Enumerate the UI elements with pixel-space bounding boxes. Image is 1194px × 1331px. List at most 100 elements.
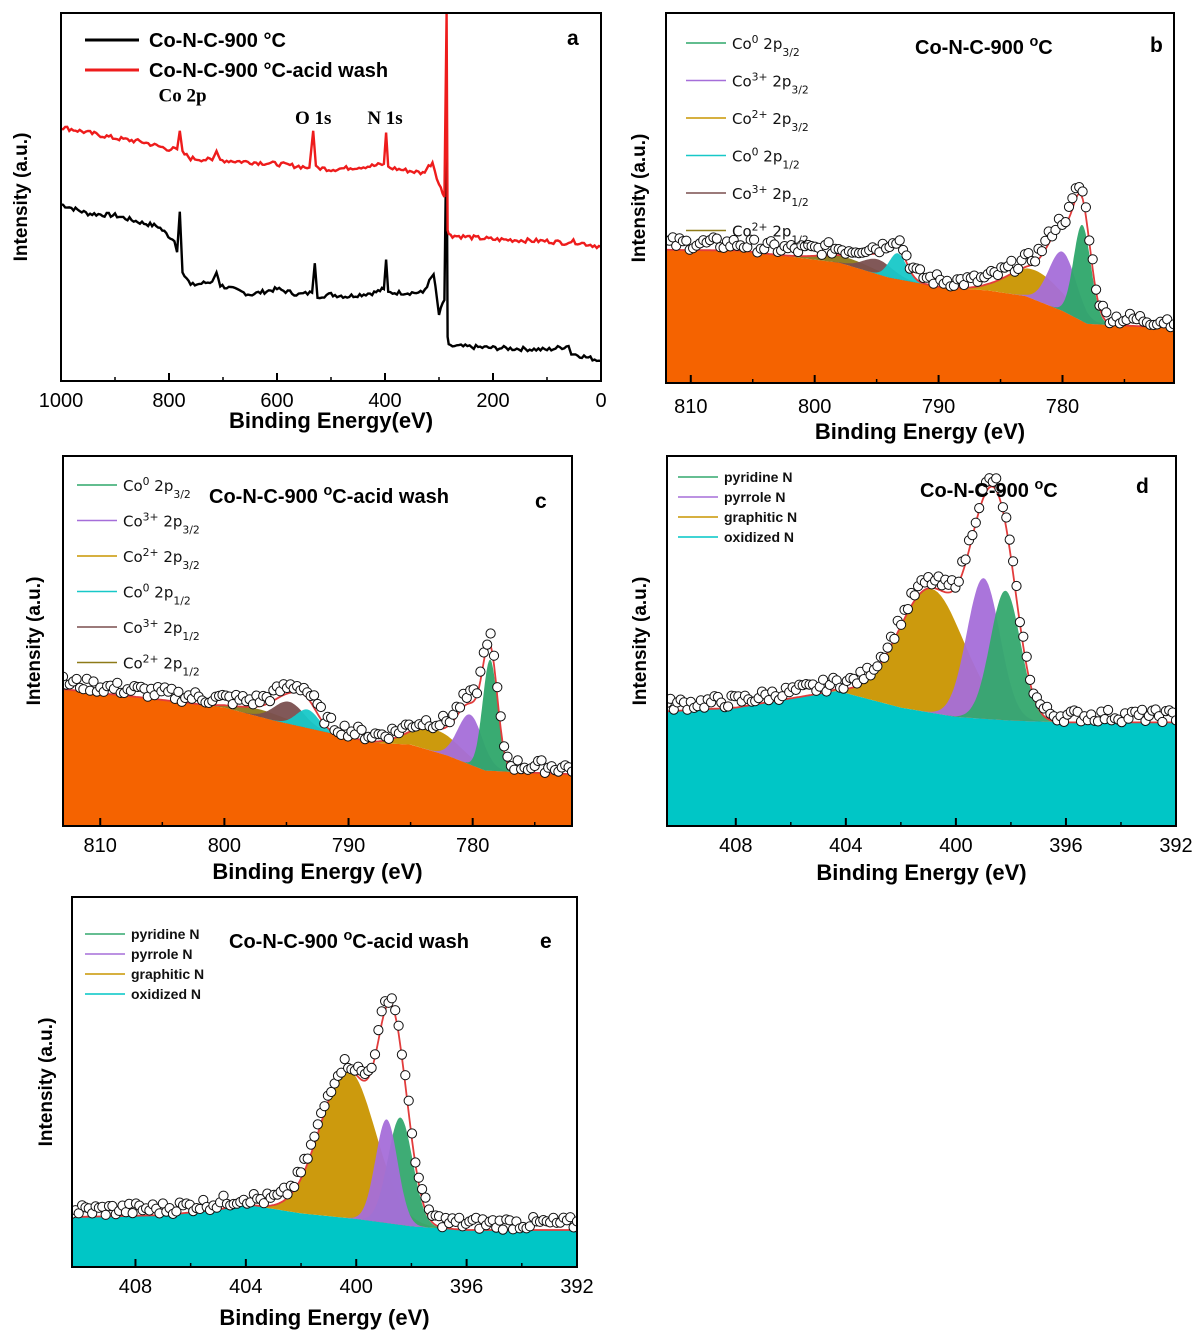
data-point bbox=[1006, 255, 1017, 266]
x-tick-label: 400 bbox=[340, 1276, 373, 1298]
data-point bbox=[482, 639, 493, 650]
chart-title: Co-N-C-900 oC-acid wash bbox=[229, 928, 469, 953]
data-point bbox=[997, 502, 1009, 513]
data-point bbox=[369, 1049, 381, 1060]
background-area bbox=[72, 1204, 577, 1267]
data-point bbox=[1080, 202, 1092, 213]
legend-label-3: Co0 2p1/2 bbox=[123, 581, 191, 607]
legend-label-0: Co0 2p3/2 bbox=[123, 475, 191, 501]
data-point bbox=[417, 1184, 428, 1195]
data-point bbox=[295, 1167, 306, 1178]
data-point bbox=[336, 1067, 347, 1078]
data-point bbox=[366, 1062, 377, 1074]
data-point bbox=[872, 661, 883, 672]
data-point bbox=[485, 628, 496, 639]
data-point bbox=[258, 1198, 269, 1209]
data-point bbox=[571, 1216, 577, 1227]
x-tick-label: 1000 bbox=[39, 390, 84, 412]
x-tick-label: 404 bbox=[829, 835, 862, 857]
data-point bbox=[512, 755, 523, 766]
raw-data bbox=[667, 473, 1176, 728]
peak-label-2: O 1s bbox=[295, 108, 331, 129]
panel-d: pyridine N pyrrole N graphitic N oxidized N… bbox=[630, 455, 1193, 885]
data-point bbox=[420, 1192, 431, 1203]
data-point bbox=[991, 473, 1002, 484]
x-tick-label: 800 bbox=[208, 835, 241, 857]
x-tick-label: 400 bbox=[939, 835, 972, 857]
data-point bbox=[400, 1070, 411, 1081]
data-point bbox=[309, 1131, 320, 1142]
legend-label-4: Co3+ 2p1/2 bbox=[123, 617, 200, 643]
data-point bbox=[1168, 319, 1174, 330]
x-tick-label: 408 bbox=[719, 835, 752, 857]
legend-label-4: Co3+ 2p1/2 bbox=[732, 183, 809, 209]
component-peak-0 bbox=[944, 590, 1066, 723]
data-point bbox=[1001, 512, 1012, 523]
data-point bbox=[882, 642, 893, 653]
plot-frame bbox=[666, 455, 1177, 827]
x-tick-label: 396 bbox=[1049, 835, 1082, 857]
data-point bbox=[373, 1025, 384, 1036]
legend-label-1: pyrrole N bbox=[724, 489, 785, 505]
data-point bbox=[495, 711, 506, 722]
data-point bbox=[71, 673, 82, 685]
component-peak-1 bbox=[420, 714, 520, 773]
data-point bbox=[1021, 651, 1032, 662]
x-axis-label: Binding Energy (eV) bbox=[815, 419, 1025, 444]
x-tick-label: 200 bbox=[476, 390, 509, 412]
component-peak-3 bbox=[863, 253, 933, 286]
data-point bbox=[403, 1095, 414, 1106]
plot-area bbox=[61, 13, 601, 363]
plot-area bbox=[666, 182, 1174, 383]
data-point bbox=[909, 590, 920, 601]
data-point bbox=[312, 1119, 323, 1130]
x-tick-label: 780 bbox=[1046, 396, 1079, 418]
data-point bbox=[413, 1172, 424, 1183]
background-area bbox=[666, 249, 1174, 383]
x-tick-label: 790 bbox=[332, 835, 365, 857]
panel-letter: b bbox=[1150, 34, 1163, 57]
data-point bbox=[1036, 246, 1048, 257]
data-point bbox=[960, 554, 971, 565]
data-point bbox=[1013, 263, 1024, 274]
component-peak-1 bbox=[342, 1119, 431, 1228]
component-peak-0 bbox=[460, 659, 520, 773]
y-axis-label: Intensity (a.u.) bbox=[629, 134, 650, 263]
x-tick-label: 800 bbox=[798, 396, 831, 418]
data-point bbox=[566, 766, 572, 777]
data-point bbox=[1004, 534, 1015, 545]
data-point bbox=[1060, 217, 1071, 228]
y-axis-label: Intensity (a.u.) bbox=[24, 577, 45, 706]
x-tick-label: 0 bbox=[595, 390, 606, 412]
legend-label-1: pyrrole N bbox=[131, 946, 192, 962]
legend-label-1: Co-N-C-900 °C-acid wash bbox=[149, 60, 388, 82]
x-tick-label: 810 bbox=[84, 835, 117, 857]
plot-area bbox=[667, 473, 1176, 826]
data-point bbox=[1137, 704, 1148, 715]
data-point bbox=[339, 720, 350, 731]
x-tick-label: 810 bbox=[674, 396, 707, 418]
data-point bbox=[492, 682, 503, 693]
legend-label-3: oxidized N bbox=[724, 529, 794, 545]
data-point bbox=[1084, 235, 1095, 246]
legend-label-2: Co2+ 2p3/2 bbox=[732, 108, 809, 134]
data-point bbox=[894, 235, 905, 246]
plot-frame bbox=[71, 896, 578, 1268]
plot-area bbox=[63, 628, 572, 826]
raw-data bbox=[72, 993, 577, 1235]
data-point bbox=[383, 733, 394, 745]
data-point bbox=[1091, 284, 1102, 295]
data-point bbox=[974, 503, 985, 514]
data-point bbox=[315, 701, 326, 713]
x-axis-label: Binding Energy(eV) bbox=[229, 408, 433, 433]
data-point bbox=[88, 676, 99, 687]
data-point bbox=[171, 1206, 182, 1217]
data-point bbox=[816, 249, 827, 260]
panel-letter: a bbox=[567, 27, 579, 50]
data-point bbox=[994, 483, 1005, 494]
legend-label-2: graphitic N bbox=[724, 509, 797, 525]
component-peak-2 bbox=[336, 728, 535, 773]
panel-b: Co0 2p3/2 Co3+ 2p3/2 Co2+ 2p3/2 Co0 2p1/2 Co… bbox=[629, 12, 1175, 444]
data-point bbox=[339, 1054, 350, 1065]
data-point bbox=[711, 233, 722, 244]
